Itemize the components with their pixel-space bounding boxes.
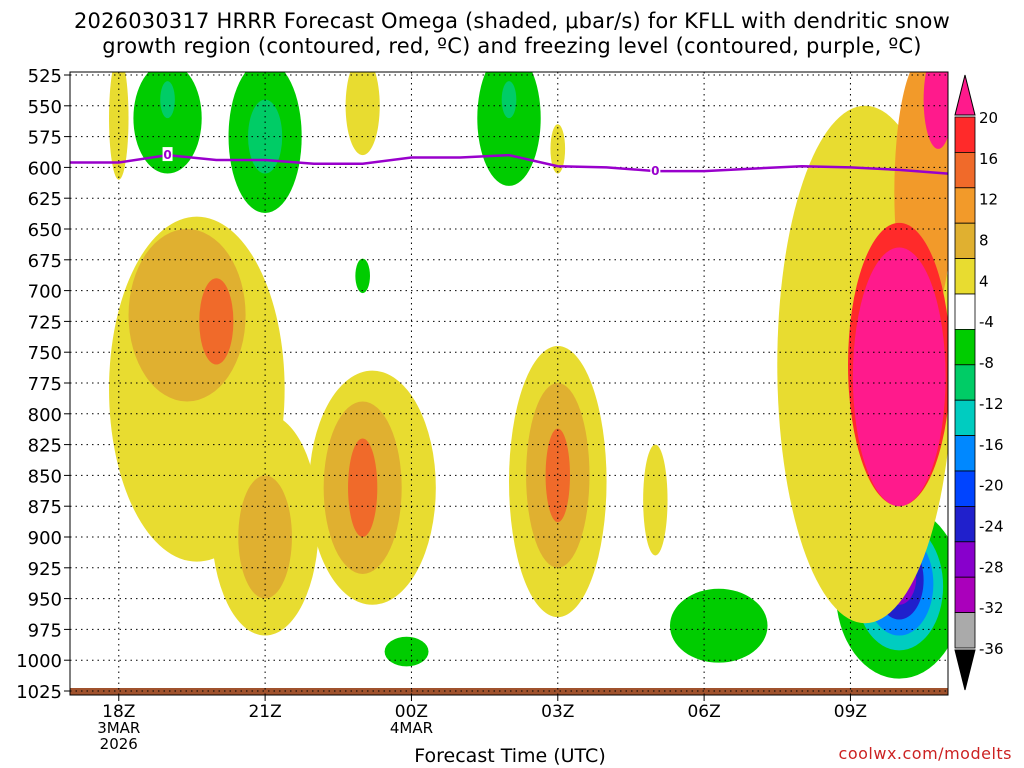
colorbar-top-arrow xyxy=(954,74,976,116)
y-tick-label: 925 xyxy=(28,559,62,580)
colorbar-bin xyxy=(954,435,976,472)
colorbar-label: -16 xyxy=(979,436,1004,454)
colorbar-bin xyxy=(954,116,976,153)
y-tick-label: 625 xyxy=(28,189,62,210)
y-tick-label: 950 xyxy=(28,590,62,611)
x-tick-label: 4MAR xyxy=(390,719,433,737)
y-tick-label: 550 xyxy=(28,97,62,118)
upward-motion-green-6 xyxy=(669,588,768,663)
colorbar-bin xyxy=(954,328,976,366)
x-tick-label: 21Z xyxy=(248,702,281,722)
colorbar-label: -36 xyxy=(979,640,1004,658)
upward-motion-teal-3 xyxy=(501,81,517,119)
colorbar-bin xyxy=(954,505,976,543)
y-tick-label: 750 xyxy=(28,343,62,364)
colorbar-bin xyxy=(954,151,976,189)
x-tick-label: 09Z xyxy=(834,702,867,722)
colorbar-label: 20 xyxy=(979,109,998,127)
source-credit[interactable]: coolwx.com/modelts xyxy=(838,744,1012,763)
colorbar-label: 12 xyxy=(979,191,998,209)
upward-motion-green-5 xyxy=(384,636,429,667)
y-tick-label: 700 xyxy=(28,282,62,303)
freezing-level-labels: 00 xyxy=(162,147,661,178)
y-tick-label: 825 xyxy=(28,436,62,457)
colorbar-label: -32 xyxy=(979,599,1004,617)
downward-motion-dorange-4 xyxy=(545,428,570,523)
downward-motion-magenta-right xyxy=(852,247,946,507)
colorbar-bin xyxy=(954,187,976,224)
y-tick-label: 875 xyxy=(28,497,62,518)
upward-motion-green-3 xyxy=(477,72,541,186)
y-tick-label: 1000 xyxy=(16,651,62,672)
colorbar-label: 8 xyxy=(979,232,989,250)
colorbar-bottom-arrow xyxy=(954,649,976,691)
y-tick-label: 650 xyxy=(28,220,62,241)
downward-motion-dorange-1 xyxy=(199,278,234,365)
x-tick-label: 18Z xyxy=(102,702,135,722)
x-tick-label: 03Z xyxy=(541,702,574,722)
y-tick-label: 800 xyxy=(28,405,62,426)
y-tick-label: 675 xyxy=(28,251,62,272)
x-tick-label: 00Z xyxy=(395,702,428,722)
colorbar-label: -12 xyxy=(979,395,1004,413)
downward-motion-dorange-3 xyxy=(348,438,378,537)
downward-motion-yellow-6 xyxy=(345,72,380,156)
freezing-level-contour xyxy=(70,153,949,175)
ground-surface-band xyxy=(70,688,948,695)
dotted-gridlines xyxy=(70,72,948,695)
freezing-label-bg xyxy=(650,163,661,178)
colorbar-legend: 20 16 12 8 4 -4 -8 -12 -16 -20 -24 -28 -32 -36 xyxy=(954,74,1004,691)
y-tick-label: 525 xyxy=(28,66,62,87)
freezing-label-bg xyxy=(162,147,173,162)
x-axis-label: Forecast Time (UTC) xyxy=(414,745,606,767)
y-tick-label: 900 xyxy=(28,528,62,549)
upward-motion-teal-2 xyxy=(248,99,283,174)
colorbar-label: 4 xyxy=(979,272,989,290)
chart-title-line-2: growth region (contoured, red, ºC) and f… xyxy=(102,34,922,58)
y-tick-label: 600 xyxy=(28,158,62,179)
y-tick-label: 575 xyxy=(28,128,62,149)
upward-motion-green-1 xyxy=(133,72,202,174)
colorbar-label: -8 xyxy=(979,354,994,372)
colorbar-bin xyxy=(954,293,976,330)
colorbar-label: -4 xyxy=(979,313,994,331)
y-tick-label: 975 xyxy=(28,620,62,641)
x-tick-label: 2026 xyxy=(100,735,138,753)
upward-motion-teal-1 xyxy=(160,81,175,119)
downward-motion-magenta-top xyxy=(923,72,948,149)
y-tick-label: 1025 xyxy=(16,682,62,703)
colorbar-label: -28 xyxy=(979,558,1004,576)
colorbar-label: 16 xyxy=(979,150,998,168)
colorbar-bin xyxy=(954,612,976,649)
colorbar-bin xyxy=(954,576,976,614)
colorbar-bin xyxy=(954,470,976,507)
freezing-level-label: 0 xyxy=(163,148,171,162)
colorbar-bin xyxy=(954,541,976,578)
y-tick-label: 725 xyxy=(28,312,62,333)
x-tick-label: 06Z xyxy=(687,702,720,722)
colorbar-label: -24 xyxy=(979,517,1004,535)
downward-motion-yellow-5 xyxy=(109,72,129,180)
colorbar-bin xyxy=(954,222,976,259)
freezing-level-label: 0 xyxy=(651,164,659,178)
y-tick-label: 775 xyxy=(28,374,62,395)
downward-motion-yellow-8 xyxy=(643,444,668,556)
surface-band xyxy=(70,688,948,695)
colorbar-bin xyxy=(954,258,976,295)
colorbar-label: -20 xyxy=(979,477,1004,495)
omega-shaded-regions xyxy=(109,72,948,679)
y-tick-label: 850 xyxy=(28,466,62,487)
upward-motion-green-4 xyxy=(355,258,370,294)
colorbar-bin xyxy=(954,364,976,401)
x-tick-label: 3MAR xyxy=(97,719,140,737)
pressure-axis: 525 550 575 600 625 650 675 700 725 750 775 800 825 8… xyxy=(16,66,70,703)
chart-title-line-1: 2026030317 HRRR Forecast Omega (shaded, … xyxy=(74,9,950,33)
colorbar-bin xyxy=(954,399,976,437)
